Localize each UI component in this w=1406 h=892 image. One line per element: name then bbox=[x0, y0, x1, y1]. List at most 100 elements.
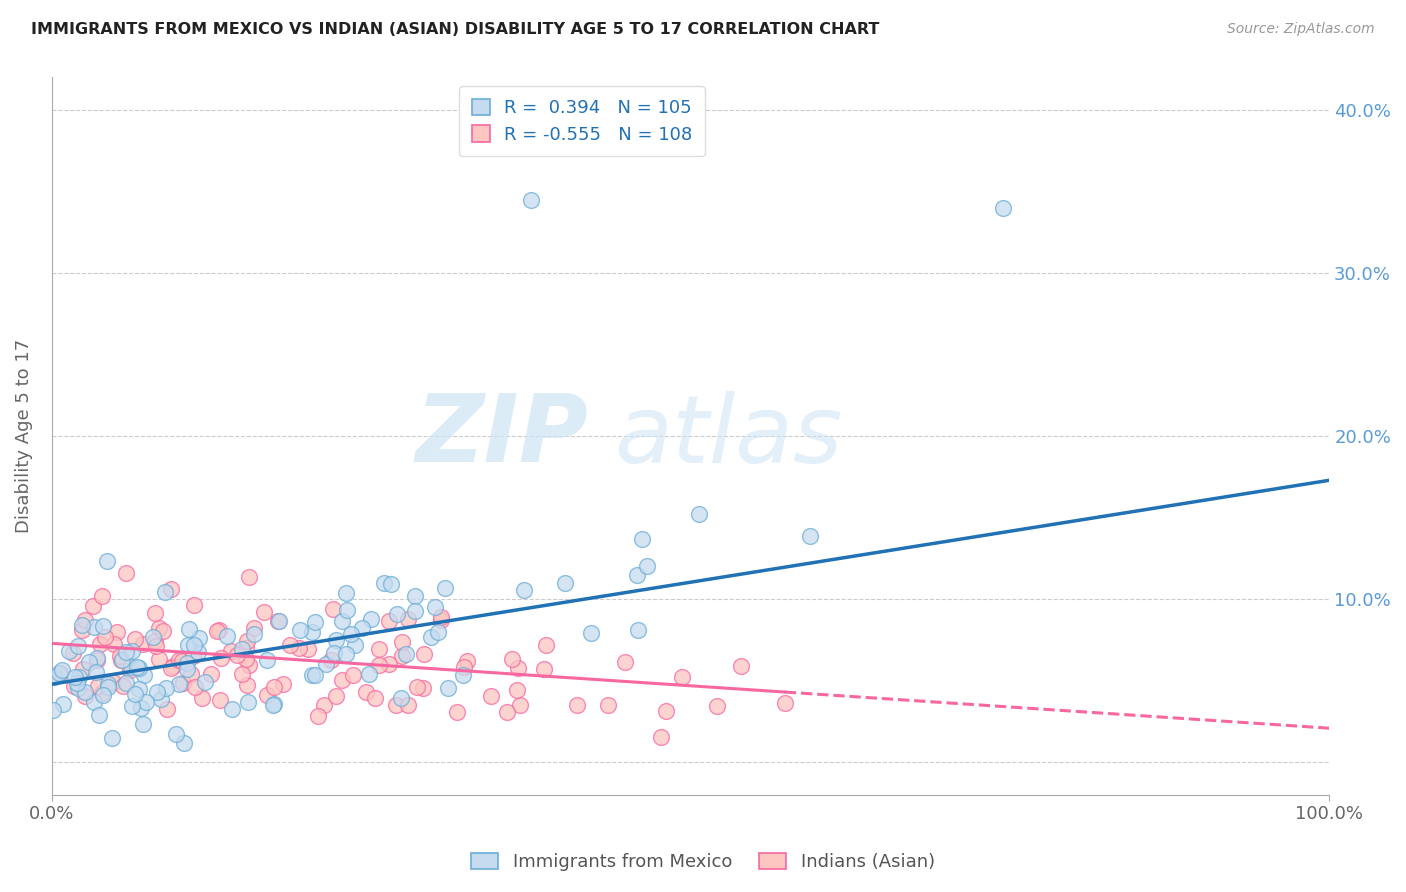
Point bbox=[167, 653, 190, 667]
Point bbox=[242, 627, 264, 641]
Point bbox=[82, 599, 104, 614]
Point bbox=[187, 645, 209, 659]
Point bbox=[389, 691, 412, 706]
Point bbox=[425, 600, 447, 615]
Point bbox=[146, 685, 169, 699]
Point bbox=[396, 698, 419, 713]
Point bbox=[103, 637, 125, 651]
Point bbox=[413, 647, 436, 661]
Point bbox=[332, 615, 354, 629]
Point bbox=[181, 648, 204, 663]
Point bbox=[167, 677, 190, 691]
Point bbox=[367, 642, 389, 657]
Point bbox=[231, 667, 253, 681]
Point bbox=[368, 658, 391, 673]
Point bbox=[456, 654, 478, 668]
Text: IMMIGRANTS FROM MEXICO VS INDIAN (ASIAN) DISABILITY AGE 5 TO 17 CORRELATION CHAR: IMMIGRANTS FROM MEXICO VS INDIAN (ASIAN)… bbox=[31, 22, 879, 37]
Point bbox=[209, 651, 232, 665]
Point bbox=[58, 643, 80, 657]
Point bbox=[242, 621, 264, 635]
Point bbox=[172, 676, 194, 690]
Point bbox=[72, 662, 94, 676]
Point bbox=[336, 603, 359, 617]
Point bbox=[129, 701, 152, 715]
Point bbox=[501, 652, 523, 666]
Point bbox=[614, 655, 637, 669]
Point bbox=[208, 693, 231, 707]
Point bbox=[533, 662, 555, 676]
Point bbox=[132, 637, 155, 651]
Point bbox=[110, 649, 132, 664]
Point bbox=[89, 637, 111, 651]
Point bbox=[110, 653, 132, 667]
Point bbox=[342, 667, 364, 681]
Point bbox=[396, 612, 419, 626]
Point bbox=[304, 668, 326, 682]
Point bbox=[86, 653, 108, 667]
Point bbox=[176, 656, 198, 670]
Point bbox=[191, 691, 214, 706]
Point bbox=[385, 698, 408, 712]
Point bbox=[159, 582, 181, 596]
Point bbox=[354, 685, 377, 699]
Point bbox=[238, 657, 260, 672]
Point bbox=[89, 707, 111, 722]
Point bbox=[773, 696, 796, 710]
Text: Source: ZipAtlas.com: Source: ZipAtlas.com bbox=[1227, 22, 1375, 37]
Point bbox=[124, 687, 146, 701]
Point bbox=[208, 624, 231, 638]
Legend: R =  0.394   N = 105, R = -0.555   N = 108: R = 0.394 N = 105, R = -0.555 N = 108 bbox=[458, 87, 704, 156]
Point bbox=[288, 641, 311, 656]
Point bbox=[378, 615, 401, 629]
Point bbox=[132, 668, 155, 682]
Point bbox=[378, 657, 401, 672]
Point bbox=[91, 619, 114, 633]
Point bbox=[420, 630, 443, 644]
Point bbox=[142, 630, 165, 644]
Point bbox=[391, 648, 413, 663]
Point bbox=[301, 668, 323, 682]
Point bbox=[706, 699, 728, 714]
Point bbox=[173, 736, 195, 750]
Point bbox=[581, 626, 603, 640]
Point bbox=[112, 679, 135, 693]
Point bbox=[152, 624, 174, 638]
Point bbox=[121, 698, 143, 713]
Point bbox=[512, 582, 534, 597]
Point bbox=[453, 668, 475, 682]
Point bbox=[565, 698, 588, 712]
Point bbox=[132, 717, 155, 731]
Point bbox=[534, 638, 557, 652]
Point bbox=[73, 613, 96, 627]
Point bbox=[267, 614, 290, 628]
Point bbox=[330, 673, 353, 687]
Point bbox=[627, 624, 650, 638]
Point bbox=[65, 676, 87, 690]
Point bbox=[101, 731, 124, 745]
Point bbox=[128, 661, 150, 675]
Point bbox=[225, 648, 247, 663]
Point bbox=[671, 670, 693, 684]
Point bbox=[394, 647, 416, 661]
Point bbox=[67, 681, 90, 695]
Point bbox=[340, 626, 363, 640]
Point bbox=[357, 666, 380, 681]
Point bbox=[148, 652, 170, 666]
Point bbox=[412, 681, 434, 695]
Point bbox=[446, 705, 468, 719]
Point bbox=[631, 533, 654, 547]
Point bbox=[325, 632, 347, 647]
Point bbox=[506, 683, 529, 698]
Point bbox=[262, 698, 284, 713]
Point bbox=[509, 698, 531, 713]
Point bbox=[453, 660, 475, 674]
Point bbox=[391, 634, 413, 648]
Point bbox=[404, 604, 426, 618]
Point bbox=[221, 702, 243, 716]
Point bbox=[236, 678, 259, 692]
Point bbox=[344, 638, 367, 652]
Point bbox=[323, 646, 346, 660]
Point bbox=[405, 680, 427, 694]
Point bbox=[127, 659, 149, 673]
Point bbox=[688, 507, 710, 521]
